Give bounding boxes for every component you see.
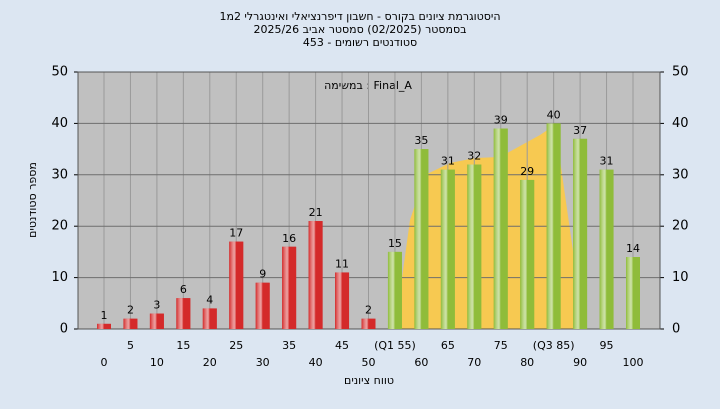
x-tick-label: 95 — [600, 339, 614, 352]
title-line: בסמסטר (02/2025) סמסטר אביב 2025/26 — [253, 23, 466, 36]
x-tick-label: 40 — [309, 356, 323, 369]
bar — [599, 169, 614, 329]
bar — [520, 179, 535, 329]
bar — [202, 308, 217, 329]
bar — [176, 298, 191, 329]
data-label: 1 — [101, 309, 108, 322]
data-label: 9 — [259, 268, 266, 281]
data-label: 21 — [309, 206, 323, 219]
bar — [361, 318, 376, 329]
x-tick-label: 20 — [203, 356, 217, 369]
x-tick-label: 25 — [229, 339, 243, 352]
x-tick-label: 80 — [520, 356, 534, 369]
x-tick-label: 0 — [101, 356, 108, 369]
data-label: 40 — [547, 108, 561, 121]
y-tick-label: 0 — [60, 322, 68, 337]
bar — [255, 282, 270, 329]
bar — [282, 246, 297, 329]
x-tick-label: 5 — [127, 339, 134, 352]
data-label: 31 — [600, 155, 614, 168]
data-label: 29 — [520, 165, 534, 178]
x-tick-label: 60 — [414, 356, 428, 369]
data-label: 14 — [626, 242, 640, 255]
bar — [387, 251, 402, 329]
x-tick-label: 15 — [176, 339, 190, 352]
y-tick-label: 50 — [51, 65, 68, 80]
x-tick-label: 90 — [573, 356, 587, 369]
data-label: 2 — [365, 304, 372, 317]
data-label: 39 — [494, 114, 508, 127]
y2-tick-label: 0 — [672, 322, 680, 337]
y-tick-label: 10 — [51, 270, 68, 285]
data-label: 16 — [282, 232, 296, 245]
bar — [335, 272, 350, 329]
bar — [229, 241, 244, 329]
data-label: 31 — [441, 155, 455, 168]
x-tick-label: 45 — [335, 339, 349, 352]
bar — [573, 138, 588, 329]
data-label: 11 — [335, 257, 349, 270]
x-tick-label: 65 — [441, 339, 455, 352]
x-tick-label: 75 — [494, 339, 508, 352]
x-tick-label: 10 — [150, 356, 164, 369]
x-tick-label: 70 — [467, 356, 481, 369]
data-label: 4 — [206, 293, 213, 306]
data-label: 2 — [127, 304, 134, 317]
y-axis-label: מספר סטודנטים — [26, 162, 39, 238]
bar — [546, 123, 561, 330]
data-label: 3 — [153, 299, 160, 312]
x-axis-label: טווח ציונים — [344, 374, 394, 387]
y2-tick-label: 10 — [672, 270, 689, 285]
data-label: 35 — [414, 134, 428, 147]
y-tick-label: 20 — [51, 219, 68, 234]
bar — [97, 323, 111, 329]
y2-tick-label: 40 — [672, 116, 689, 131]
y2-tick-label: 30 — [672, 167, 689, 182]
x-tick-label: 100 — [623, 356, 644, 369]
bar — [308, 221, 323, 329]
x-tick-label: (Q3 85) — [533, 339, 575, 352]
bar — [414, 149, 429, 329]
data-label: 32 — [467, 150, 481, 163]
x-tick-label: (Q1 55) — [374, 339, 416, 352]
data-label: 15 — [388, 237, 402, 250]
bar — [626, 257, 640, 329]
x-tick-label: 30 — [256, 356, 270, 369]
data-label: 37 — [573, 124, 587, 137]
x-tick-label: 35 — [282, 339, 296, 352]
bar — [123, 318, 138, 329]
bar — [467, 164, 482, 329]
y2-tick-label: 20 — [672, 219, 689, 234]
y2-tick-label: 50 — [672, 65, 689, 80]
data-label: 17 — [229, 227, 243, 240]
bar — [149, 313, 164, 329]
y-tick-label: 40 — [51, 116, 68, 131]
title-line: סטודנטים רשומים - 453 — [303, 36, 417, 49]
x-tick-label: 50 — [362, 356, 376, 369]
bar — [440, 169, 455, 329]
data-label: 6 — [180, 283, 187, 296]
bar — [493, 128, 508, 329]
title-line: היסטוגרמת ציונים בקורס - חשבון דיפרנציאל… — [219, 10, 500, 23]
y-tick-label: 30 — [51, 167, 68, 182]
